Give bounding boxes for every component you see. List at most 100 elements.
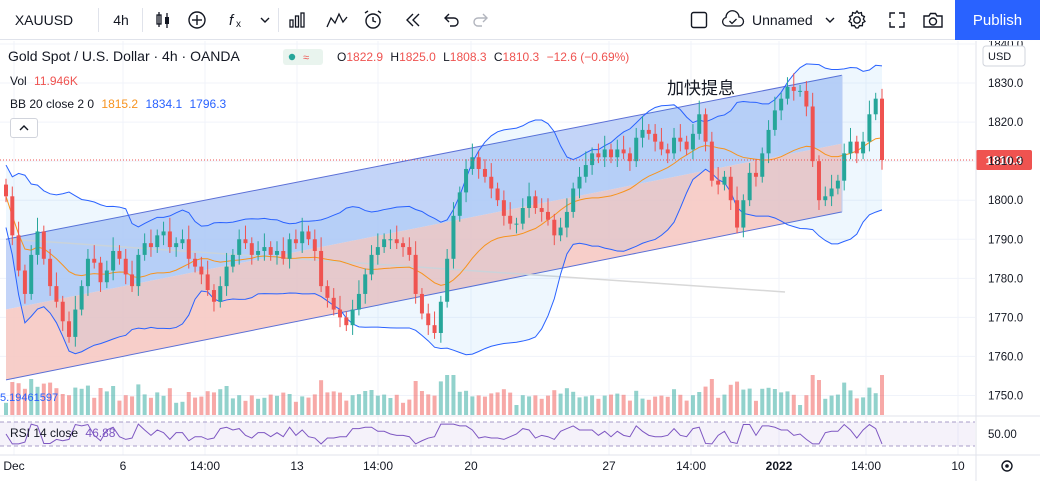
candle[interactable]: [653, 133, 658, 142]
candle[interactable]: [438, 301, 443, 333]
candle[interactable]: [873, 98, 878, 115]
candle[interactable]: [142, 243, 147, 255]
candle[interactable]: [672, 137, 677, 154]
candle[interactable]: [130, 274, 135, 287]
candle[interactable]: [174, 243, 179, 248]
candle[interactable]: [199, 266, 204, 275]
candle[interactable]: [791, 86, 796, 91]
candle[interactable]: [256, 250, 261, 255]
candle[interactable]: [634, 137, 639, 162]
candle[interactable]: [356, 293, 361, 310]
bollinger-basis-line[interactable]: [5, 137, 883, 286]
add-indicator-button[interactable]: [180, 0, 214, 40]
candle[interactable]: [167, 231, 172, 248]
chart-annotation[interactable]: 加快提息: [667, 79, 735, 98]
candle[interactable]: [193, 258, 198, 267]
candle[interactable]: [489, 176, 494, 189]
candle[interactable]: [798, 90, 803, 92]
candle[interactable]: [627, 153, 632, 162]
candle[interactable]: [602, 149, 607, 158]
candle[interactable]: [508, 215, 513, 224]
candle[interactable]: [249, 243, 254, 255]
undo-button[interactable]: [434, 0, 468, 40]
candle[interactable]: [218, 286, 223, 302]
candle[interactable]: [382, 239, 387, 248]
candle[interactable]: [60, 301, 65, 322]
candle[interactable]: [111, 250, 116, 271]
replay-button[interactable]: [396, 0, 430, 40]
candle[interactable]: [262, 247, 267, 251]
snapshot-button[interactable]: [916, 0, 950, 40]
candle[interactable]: [186, 239, 191, 259]
candle[interactable]: [867, 114, 872, 142]
candle[interactable]: [596, 153, 601, 158]
candle[interactable]: [665, 149, 670, 154]
candle[interactable]: [48, 258, 53, 287]
candle[interactable]: [155, 235, 160, 248]
candle[interactable]: [735, 200, 740, 228]
chart-area[interactable]: 1810.3加快提息1840.01830.01820.01810.01800.0…: [0, 39, 1040, 481]
collapse-legend-button[interactable]: [10, 118, 38, 138]
channel-upper-line[interactable]: [5, 74, 843, 240]
candle[interactable]: [413, 254, 418, 294]
volume-legend[interactable]: Vol 11.946K: [10, 74, 82, 88]
candle[interactable]: [432, 325, 437, 333]
candle[interactable]: [10, 196, 15, 236]
candle[interactable]: [312, 239, 317, 251]
candle[interactable]: [476, 157, 481, 169]
candle[interactable]: [394, 239, 399, 244]
candle[interactable]: [760, 153, 765, 177]
indicators-dropdown[interactable]: [254, 0, 276, 40]
trend-line[interactable]: [9, 238, 786, 293]
candle[interactable]: [319, 250, 324, 287]
candle[interactable]: [388, 239, 393, 241]
candle[interactable]: [123, 258, 128, 275]
candle[interactable]: [810, 106, 815, 162]
candle[interactable]: [205, 274, 210, 291]
currency-selector[interactable]: [982, 45, 1026, 67]
candle[interactable]: [363, 274, 368, 294]
candle[interactable]: [445, 258, 450, 302]
candle[interactable]: [338, 309, 343, 318]
candle[interactable]: [854, 141, 859, 154]
candle[interactable]: [533, 196, 538, 209]
candle[interactable]: [287, 239, 292, 259]
candle[interactable]: [85, 258, 90, 287]
candle[interactable]: [716, 180, 721, 185]
candle[interactable]: [281, 250, 286, 259]
candle[interactable]: [407, 247, 412, 255]
interval-button[interactable]: 4h: [100, 0, 142, 40]
candle[interactable]: [684, 141, 689, 150]
candle[interactable]: [564, 211, 569, 228]
candle[interactable]: [375, 247, 380, 255]
candle[interactable]: [54, 286, 59, 302]
candle[interactable]: [772, 110, 777, 130]
candle[interactable]: [880, 98, 884, 160]
alert-button[interactable]: [356, 0, 390, 40]
candle[interactable]: [609, 149, 614, 158]
publish-button[interactable]: Publish: [955, 0, 1040, 40]
candle[interactable]: [29, 254, 34, 294]
candle[interactable]: [401, 243, 406, 248]
candle[interactable]: [520, 208, 525, 224]
layout-menu[interactable]: Unnamed: [720, 0, 838, 40]
candle[interactable]: [457, 192, 462, 216]
candle[interactable]: [861, 141, 866, 154]
candle[interactable]: [646, 129, 651, 134]
candle[interactable]: [766, 129, 771, 154]
candle[interactable]: [67, 321, 72, 337]
candle[interactable]: [703, 114, 708, 142]
candle[interactable]: [419, 293, 424, 314]
candle[interactable]: [842, 153, 847, 181]
candle[interactable]: [161, 231, 166, 236]
candle[interactable]: [816, 161, 821, 201]
candle[interactable]: [325, 286, 330, 298]
candle[interactable]: [495, 188, 500, 201]
candle[interactable]: [552, 219, 557, 236]
settings-button[interactable]: [840, 0, 874, 40]
candle[interactable]: [117, 250, 122, 259]
scale-settings-icon[interactable]: [1001, 460, 1013, 472]
candle[interactable]: [640, 129, 645, 138]
select-layout-button[interactable]: [682, 0, 716, 40]
